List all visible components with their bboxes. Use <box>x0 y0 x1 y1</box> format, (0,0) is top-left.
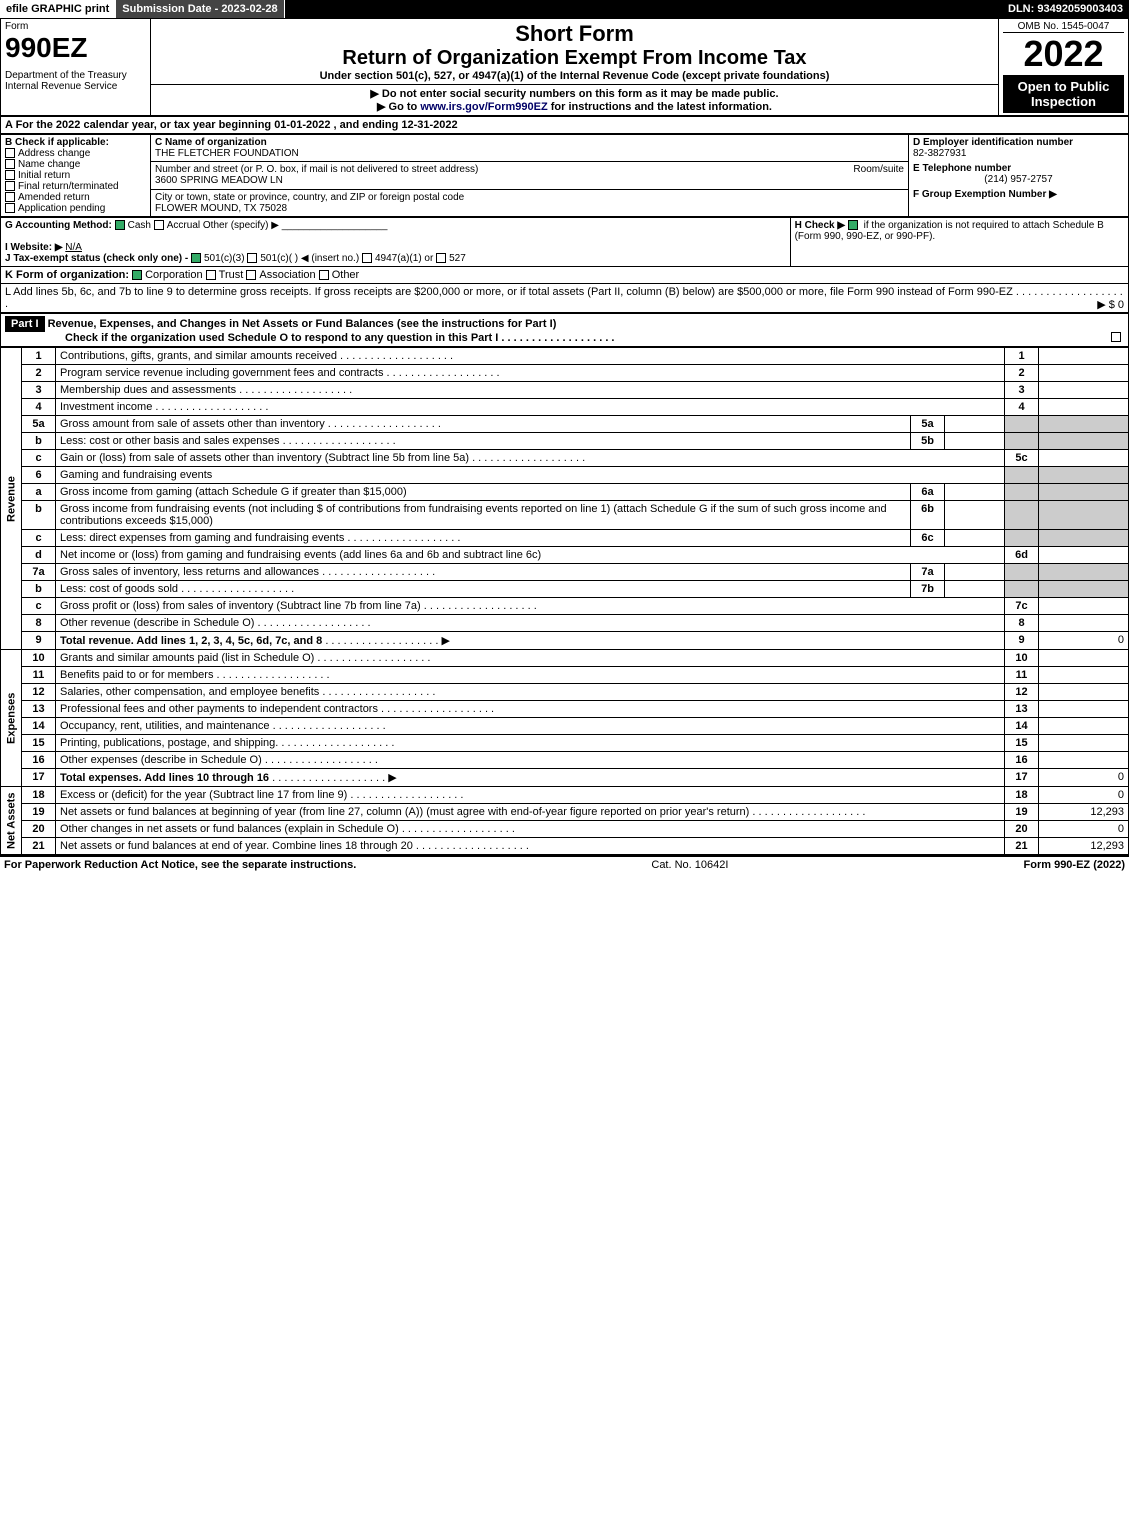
footer-right: Form 990-EZ (2022) <box>1024 859 1125 871</box>
street-label: Number and street (or P. O. box, if mail… <box>155 164 478 175</box>
tax-year: 2022 <box>1003 33 1124 75</box>
h-label: H Check ▶ <box>795 220 845 231</box>
org-info-table: B Check if applicable: Address change Na… <box>0 134 1129 217</box>
g-h-row: G Accounting Method: Cash Accrual Other … <box>0 217 1129 267</box>
i-label: I Website: ▶ <box>5 242 63 253</box>
checkbox-501c[interactable] <box>247 253 257 263</box>
l-text: L Add lines 5b, 6c, and 7b to line 9 to … <box>5 286 1013 298</box>
under-section: Under section 501(c), 527, or 4947(a)(1)… <box>155 70 994 82</box>
checkbox-cash[interactable] <box>115 220 125 230</box>
part1-bar: Part I <box>5 316 45 332</box>
checkbox-final-return[interactable] <box>5 181 15 191</box>
dln: DLN: 93492059003403 <box>1002 0 1129 18</box>
checkbox-4947[interactable] <box>362 253 372 263</box>
amt-21: 12,293 <box>1039 838 1129 855</box>
part1-title: Revenue, Expenses, and Changes in Net As… <box>48 318 557 330</box>
phone: (214) 957-2757 <box>913 174 1124 185</box>
checkbox-address-change[interactable] <box>5 148 15 158</box>
c-name-label: C Name of organization <box>155 137 904 148</box>
city: FLOWER MOUND, TX 75028 <box>155 203 904 214</box>
amt-9: 0 <box>1039 632 1129 650</box>
checkbox-assoc[interactable] <box>246 270 256 280</box>
checkbox-name-change[interactable] <box>5 159 15 169</box>
k-label: K Form of organization: <box>5 269 129 281</box>
checkbox-501c3[interactable] <box>191 253 201 263</box>
net-assets-label: Net Assets <box>1 787 22 855</box>
form-number: 990EZ <box>5 32 146 64</box>
dept-label: Department of the Treasury Internal Reve… <box>5 70 146 92</box>
lines-table: Revenue 1Contributions, gifts, grants, a… <box>0 347 1129 855</box>
submission-date: Submission Date - 2023-02-28 <box>116 0 284 18</box>
checkbox-h[interactable] <box>848 220 858 230</box>
g-label: G Accounting Method: <box>5 220 112 231</box>
amt-20: 0 <box>1039 821 1129 838</box>
footer: For Paperwork Reduction Act Notice, see … <box>0 855 1129 873</box>
revenue-label: Revenue <box>1 348 22 650</box>
short-form-title: Short Form <box>155 21 994 47</box>
part1-check: Check if the organization used Schedule … <box>5 332 498 344</box>
org-name: THE FLETCHER FOUNDATION <box>155 148 904 159</box>
l-amt: ▶ $ 0 <box>1097 298 1124 311</box>
website: N/A <box>65 242 82 253</box>
form-label: Form <box>5 21 146 32</box>
section-a: A For the 2022 calendar year, or tax yea… <box>0 116 1129 134</box>
checkbox-amended-return[interactable] <box>5 192 15 202</box>
footer-left: For Paperwork Reduction Act Notice, see … <box>4 859 356 871</box>
checkbox-part1[interactable] <box>1111 332 1121 342</box>
checkbox-527[interactable] <box>436 253 446 263</box>
amt-19: 12,293 <box>1039 804 1129 821</box>
open-inspection: Open to Public Inspection <box>1003 75 1124 113</box>
checkbox-trust[interactable] <box>206 270 216 280</box>
form-header: Form 990EZ Department of the Treasury In… <box>0 18 1129 116</box>
amt-18: 0 <box>1039 787 1129 804</box>
goto-note: ▶ Go to www.irs.gov/Form990EZ for instru… <box>155 100 994 113</box>
expenses-label: Expenses <box>1 650 22 787</box>
f-label: F Group Exemption Number ▶ <box>913 189 1124 200</box>
room-label: Room/suite <box>853 164 904 175</box>
ssn-note: ▶ Do not enter social security numbers o… <box>155 87 994 100</box>
city-label: City or town, state or province, country… <box>155 192 904 203</box>
amt-17: 0 <box>1039 769 1129 787</box>
footer-center: Cat. No. 10642I <box>651 859 728 871</box>
return-title: Return of Organization Exempt From Incom… <box>155 47 994 70</box>
j-label: J Tax-exempt status (check only one) - <box>5 253 188 264</box>
checkbox-application-pending[interactable] <box>5 203 15 213</box>
part1-header: Part I Revenue, Expenses, and Changes in… <box>0 313 1129 347</box>
ein: 82-3827931 <box>913 148 1124 159</box>
omb-number: OMB No. 1545-0047 <box>1003 21 1124 33</box>
checkbox-corp[interactable] <box>132 270 142 280</box>
checkbox-other-org[interactable] <box>319 270 329 280</box>
efile-label[interactable]: efile GRAPHIC print <box>0 0 116 18</box>
top-bar: efile GRAPHIC print Submission Date - 20… <box>0 0 1129 18</box>
e-label: E Telephone number <box>913 163 1124 174</box>
d-label: D Employer identification number <box>913 137 1124 148</box>
b-title: B Check if applicable: <box>5 137 146 148</box>
checkbox-accrual[interactable] <box>154 220 164 230</box>
street: 3600 SPRING MEADOW LN <box>155 175 283 186</box>
irs-link[interactable]: www.irs.gov/Form990EZ <box>420 101 547 113</box>
checkbox-initial-return[interactable] <box>5 170 15 180</box>
